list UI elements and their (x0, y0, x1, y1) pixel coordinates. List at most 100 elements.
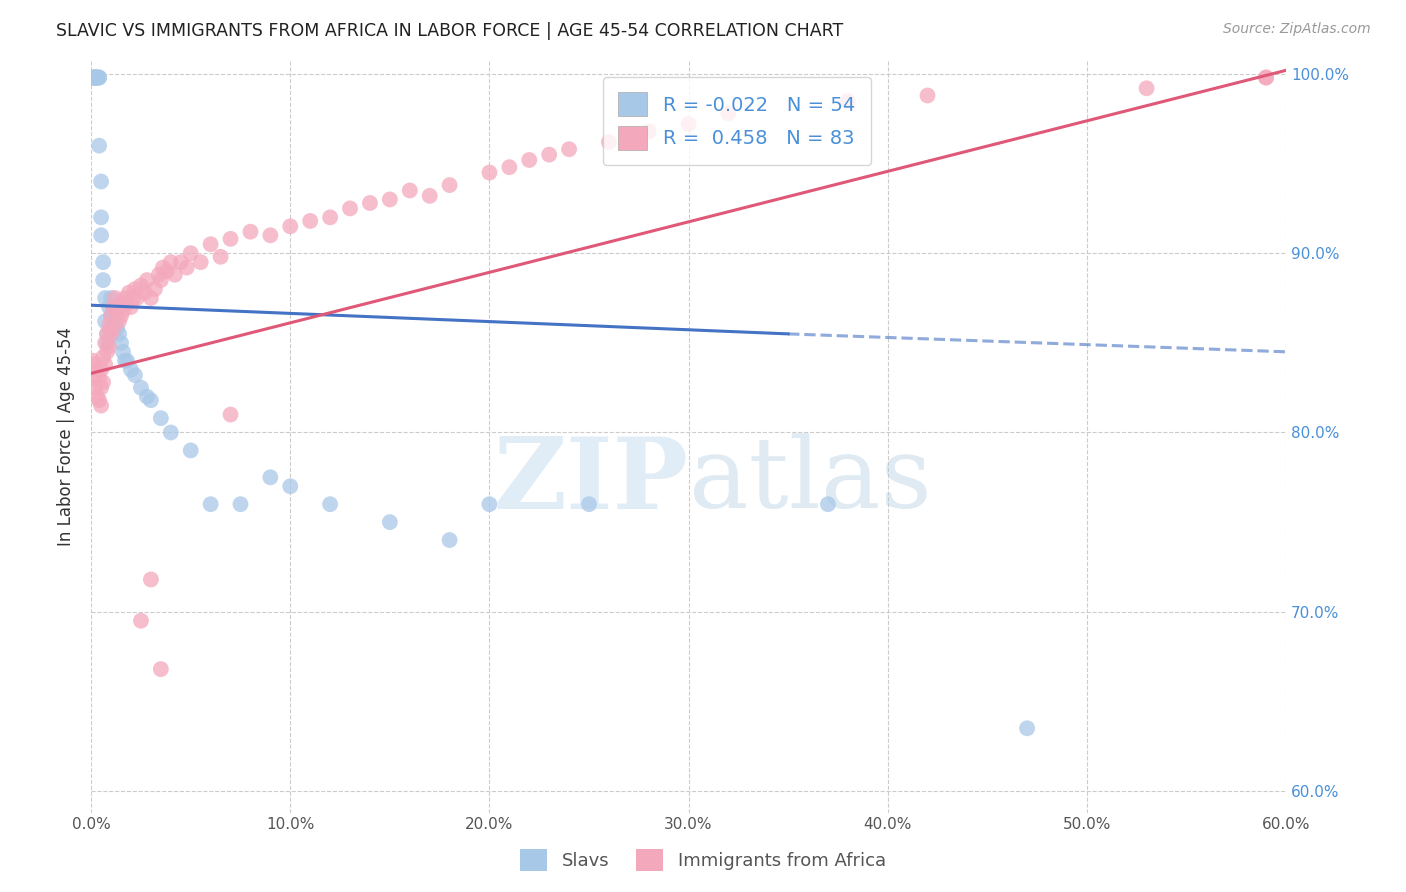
Point (1135, 81, 1157, 95)
Point (94, 335, 117, 350)
Point (135, 390, 157, 404)
Point (1017, 721, 1039, 735)
Point (134, 285, 156, 300)
Point (84, 70, 107, 85)
Point (118, 285, 141, 300)
Point (139, 573, 162, 587)
Point (159, 255, 181, 269)
Point (82, 372, 104, 386)
Point (87, 393, 110, 408)
Legend: R = -0.022   N = 54, R =  0.458   N = 83: R = -0.022 N = 54, R = 0.458 N = 83 (603, 77, 870, 165)
Point (1254, 70, 1277, 85)
Point (86, 363, 108, 377)
Point (82, 70, 104, 85)
Legend: Slavs, Immigrants from Africa: Slavs, Immigrants from Africa (513, 842, 893, 879)
Point (229, 497, 252, 511)
Point (156, 264, 179, 278)
Point (98, 339, 121, 353)
Point (200, 237, 222, 252)
Point (637, 124, 659, 138)
Point (139, 291, 162, 305)
Point (139, 393, 162, 408)
Point (339, 202, 361, 216)
Point (96, 326, 118, 341)
Y-axis label: In Labor Force | Age 45-54: In Labor Force | Age 45-54 (58, 326, 75, 546)
Point (86, 70, 108, 85)
Point (439, 533, 461, 547)
Point (558, 142, 581, 156)
Point (124, 368, 146, 383)
Point (114, 353, 136, 368)
Point (101, 300, 124, 314)
Point (398, 184, 420, 198)
Point (84, 70, 107, 85)
Point (98, 318, 121, 332)
Point (439, 178, 461, 192)
Point (120, 300, 142, 314)
Point (90, 174, 112, 188)
Point (598, 135, 620, 149)
Point (378, 193, 401, 207)
Point (219, 232, 242, 246)
Point (917, 88, 939, 103)
Point (104, 291, 127, 305)
Point (159, 425, 181, 440)
Text: atlas: atlas (689, 434, 931, 529)
Point (96, 326, 118, 341)
Point (90, 228, 112, 243)
Point (105, 303, 128, 318)
Point (129, 381, 152, 395)
Point (108, 326, 131, 341)
Point (91, 350, 114, 364)
Point (143, 282, 166, 296)
Point (82, 353, 104, 368)
Point (115, 296, 138, 310)
Point (200, 497, 222, 511)
Point (239, 225, 262, 239)
Point (90, 211, 112, 225)
Point (96, 335, 118, 350)
Point (110, 335, 132, 350)
Point (219, 408, 242, 422)
Point (111, 344, 134, 359)
Text: ZIP: ZIP (494, 433, 689, 530)
Point (100, 321, 122, 335)
Point (517, 153, 540, 167)
Point (110, 296, 132, 310)
Point (87, 372, 110, 386)
Point (478, 165, 501, 179)
Point (148, 268, 170, 282)
Point (278, 479, 301, 493)
Point (120, 363, 142, 377)
Point (104, 314, 127, 328)
Point (478, 497, 501, 511)
Point (837, 94, 859, 108)
Point (129, 278, 152, 293)
Point (678, 117, 700, 131)
Point (125, 291, 148, 305)
Point (84, 381, 107, 395)
Point (163, 268, 186, 282)
Point (190, 255, 212, 269)
Point (578, 497, 600, 511)
Point (259, 228, 281, 243)
Point (84, 357, 107, 371)
Point (359, 196, 381, 211)
Point (1254, 70, 1277, 85)
Point (86, 70, 108, 85)
Point (101, 321, 124, 335)
Point (100, 309, 122, 323)
Point (149, 273, 172, 287)
Point (87, 70, 110, 85)
Point (209, 250, 232, 264)
Point (105, 321, 128, 335)
Point (378, 515, 401, 529)
Point (110, 309, 132, 323)
Point (87, 138, 110, 153)
Point (94, 314, 117, 328)
Point (84, 70, 107, 85)
Point (180, 246, 202, 260)
Point (111, 303, 134, 318)
Point (278, 219, 301, 234)
Point (98, 300, 121, 314)
